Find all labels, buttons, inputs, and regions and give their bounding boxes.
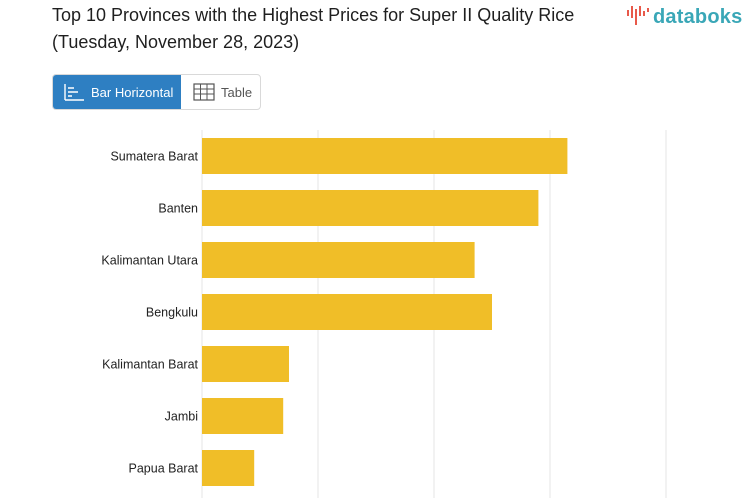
bar[interactable] xyxy=(202,138,568,174)
bar[interactable] xyxy=(202,190,539,226)
bar[interactable] xyxy=(202,398,284,434)
category-label: Sumatera Barat xyxy=(110,150,198,164)
table-icon xyxy=(193,83,215,101)
tab-bar-horizontal-label: Bar Horizontal xyxy=(91,84,174,100)
logo-text: databoks xyxy=(653,5,743,28)
bar[interactable] xyxy=(202,346,289,382)
category-label: Bengkulu xyxy=(146,306,198,320)
view-toggle: Bar Horizontal Table xyxy=(52,74,261,110)
bar[interactable] xyxy=(202,242,475,278)
tab-table[interactable]: Table xyxy=(181,75,252,109)
databoks-logo: databoks xyxy=(626,4,742,30)
logo-mark-icon xyxy=(627,6,649,25)
tab-table-label: Table xyxy=(221,84,253,100)
category-label: Kalimantan Barat xyxy=(102,358,198,372)
bar-chart-icon xyxy=(64,84,84,101)
bar[interactable] xyxy=(202,450,255,486)
category-label: Papua Barat xyxy=(129,462,199,476)
chart-title: Top 10 Provinces with the Highest Prices… xyxy=(52,5,575,52)
category-label: Banten xyxy=(158,202,198,216)
category-label: Jambi xyxy=(165,410,198,424)
tab-bar-horizontal[interactable]: Bar Horizontal xyxy=(53,75,181,109)
category-label: Kalimantan Utara xyxy=(101,254,198,268)
bar[interactable] xyxy=(202,294,492,330)
